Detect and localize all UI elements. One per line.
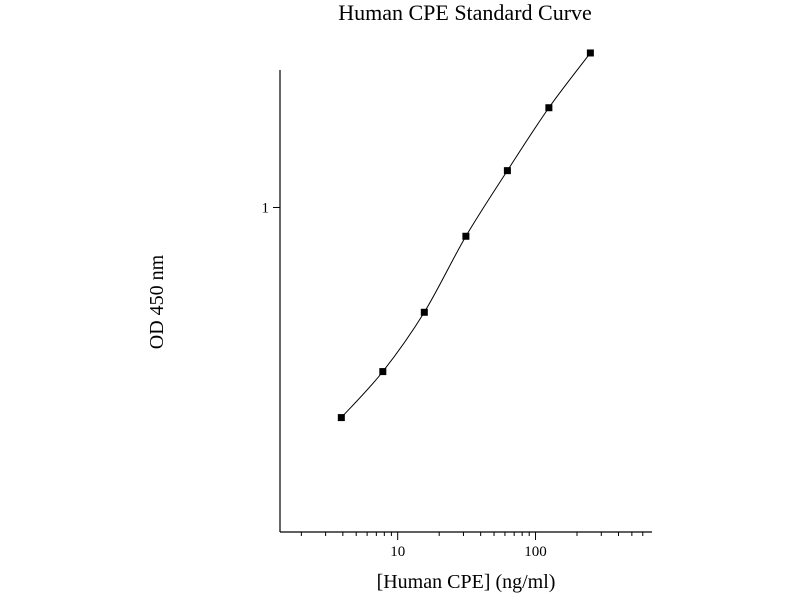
data-point [379,368,387,376]
y-ticks: 1 [262,200,280,216]
data-point [462,232,470,240]
y-axis-title: OD 450 nm [146,254,168,349]
data-point [420,308,428,316]
data-point [586,49,594,57]
chart-title: Human CPE Standard Curve [338,0,592,25]
x-axis-title: [Human CPE] (ng/ml) [377,571,556,593]
x-tick-label: 10 [390,544,405,560]
data-point [337,414,345,422]
series-layer [337,49,594,422]
x-tick-label: 100 [524,544,547,560]
data-point [545,104,553,112]
data-point [503,167,511,175]
y-tick-label: 1 [262,200,270,216]
x-ticks: 10 100 [300,532,644,560]
